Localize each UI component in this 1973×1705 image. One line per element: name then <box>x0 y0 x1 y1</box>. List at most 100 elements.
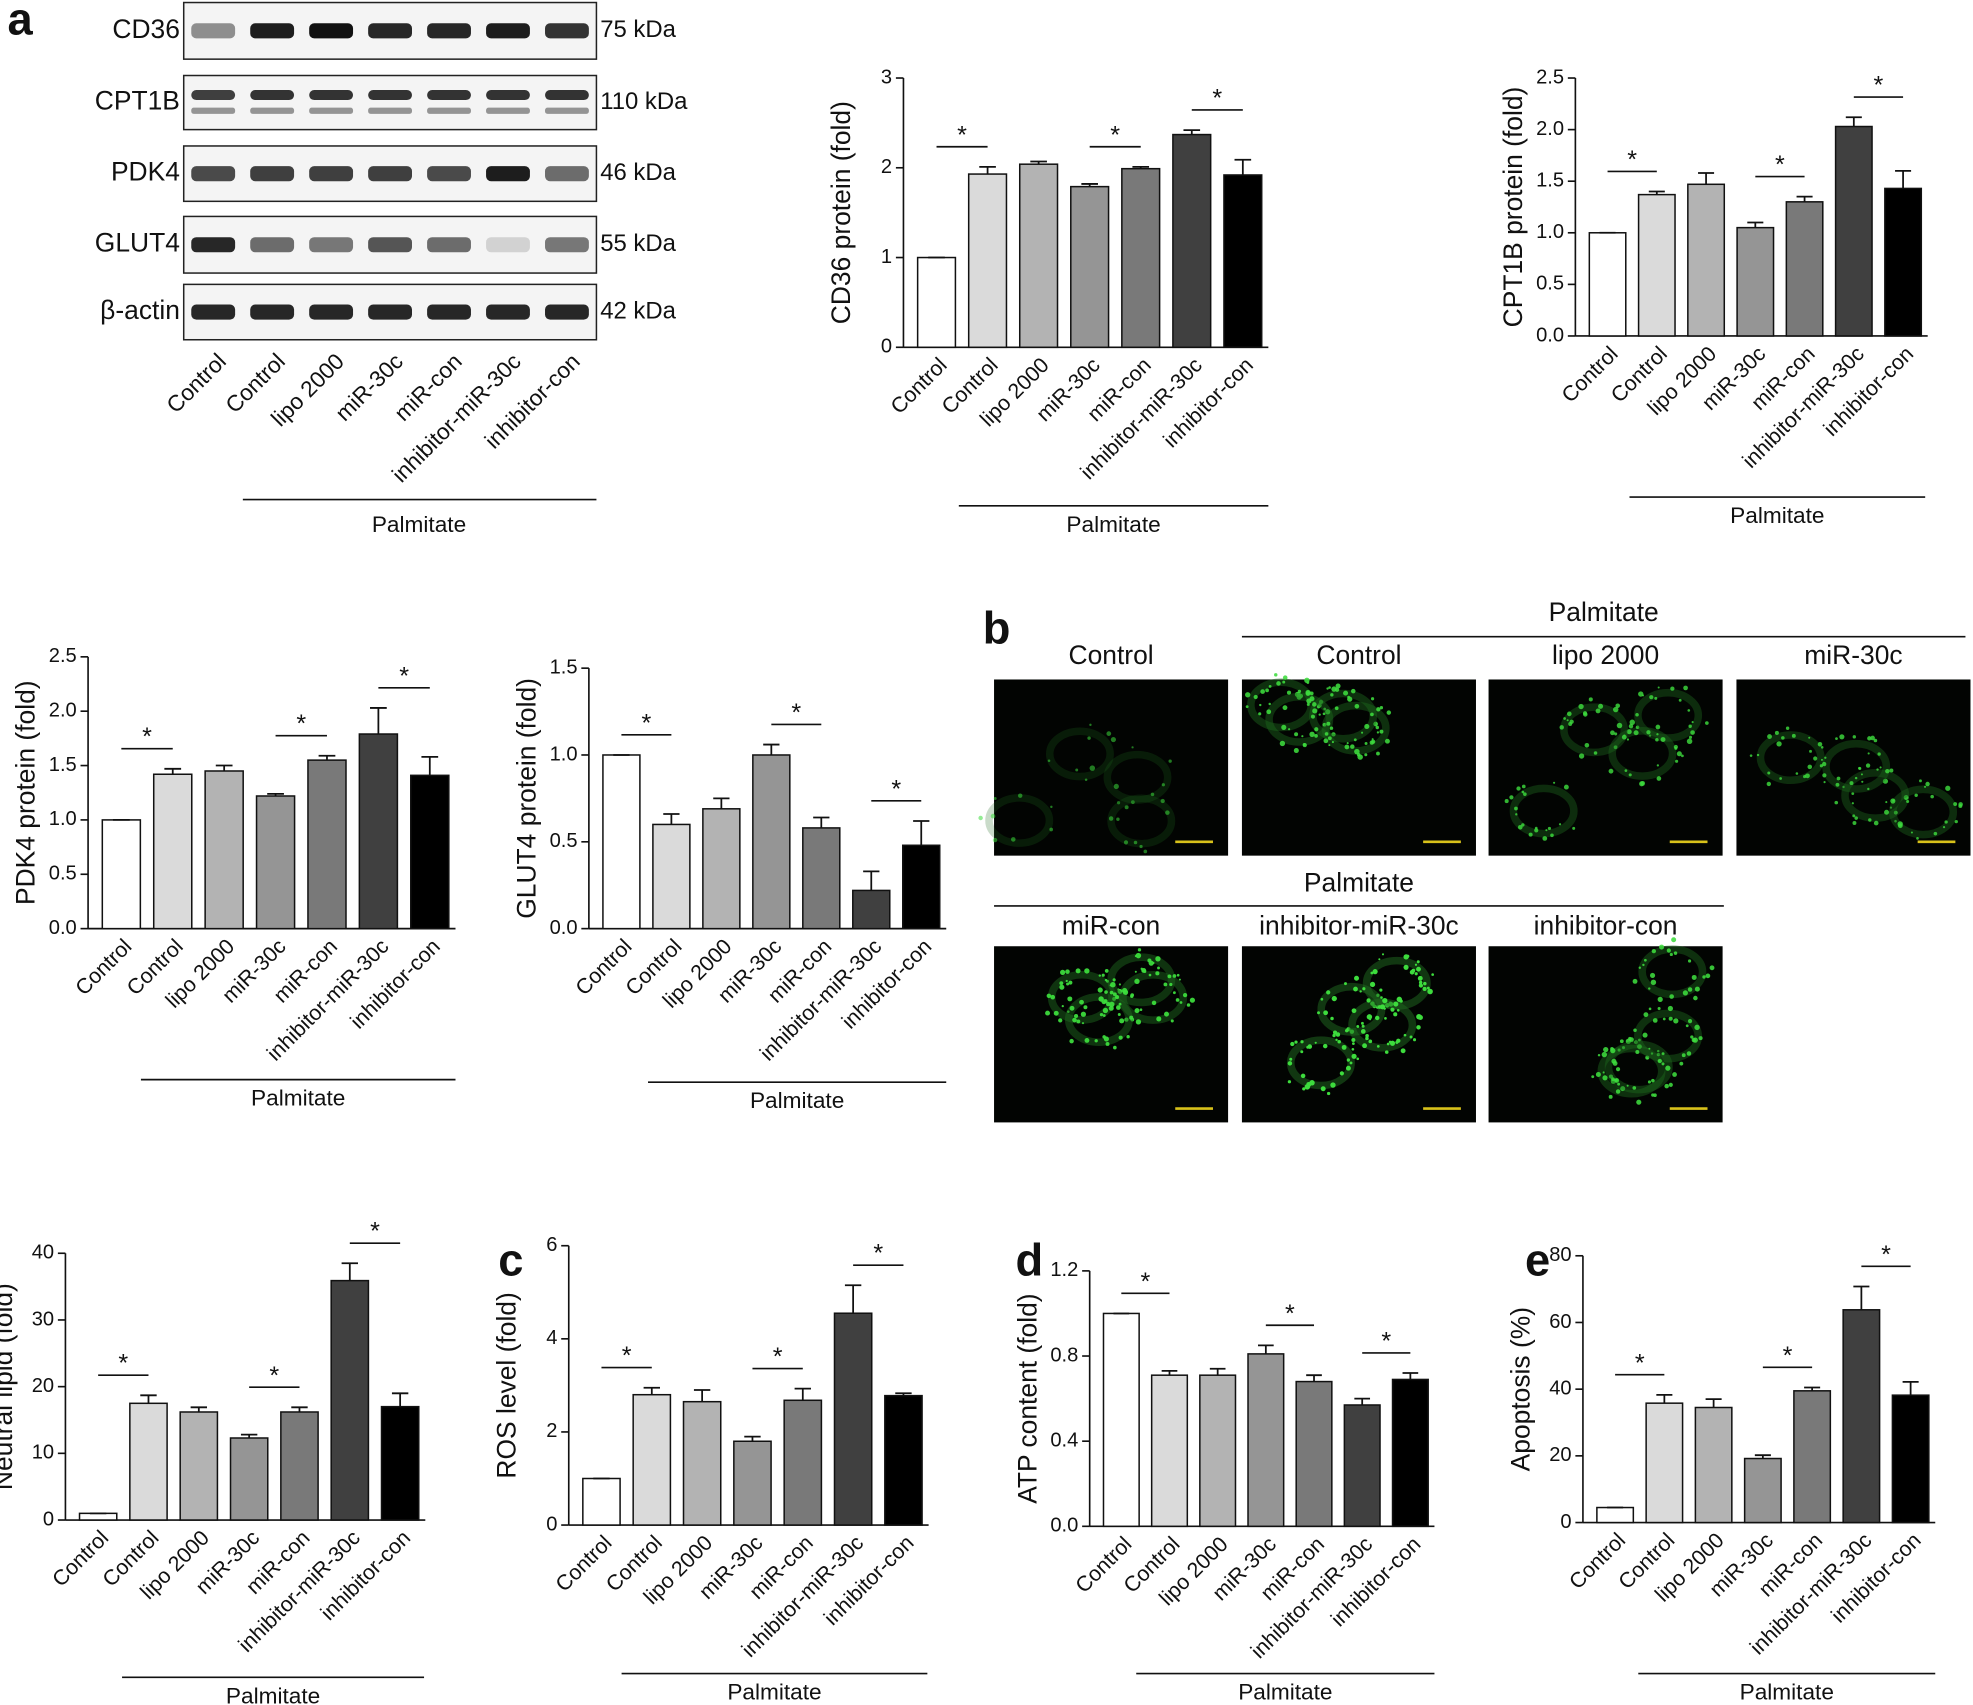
lipid-droplet <box>1112 996 1117 1001</box>
lipid-droplet <box>1945 785 1951 791</box>
lipid-droplet <box>1690 1035 1694 1039</box>
lipid-droplet <box>1364 741 1368 745</box>
lipid-droplet <box>1369 1018 1372 1021</box>
lipid-droplet <box>1791 733 1796 738</box>
bar <box>783 1399 823 1526</box>
y-tick-label: 0.0 <box>1536 324 1564 346</box>
bar <box>179 1411 219 1521</box>
lipid-droplet <box>1384 1017 1387 1020</box>
blot-band <box>486 23 530 39</box>
lipid-droplet <box>1370 697 1375 701</box>
lipid-droplet <box>1602 1075 1608 1081</box>
lipid-droplet <box>1885 768 1890 774</box>
lipid-droplet <box>1353 986 1358 992</box>
lipid-droplet <box>1053 1010 1059 1016</box>
bar <box>1596 1506 1635 1524</box>
bar <box>330 1279 370 1521</box>
lipid-droplet <box>1372 969 1378 975</box>
lipid-droplet <box>1126 1035 1130 1039</box>
error-bar <box>1804 1386 1821 1391</box>
y-tick-label: 0 <box>43 1508 54 1530</box>
lipid-droplet <box>1648 1047 1651 1050</box>
x-tick-label: Control <box>886 353 952 419</box>
lipid-droplet <box>1665 1065 1671 1071</box>
lipid-droplet <box>1617 1082 1621 1086</box>
lipid-droplet <box>1646 1057 1649 1060</box>
error-bar <box>1132 166 1150 169</box>
lipid-droplet <box>1819 764 1823 768</box>
lipid-droplet <box>1155 971 1160 976</box>
lipid-droplet <box>1309 731 1315 737</box>
bar <box>204 770 244 930</box>
lipid-droplet <box>1097 987 1103 993</box>
lipid-droplet <box>1566 719 1569 722</box>
lipid-droplet <box>1102 1014 1106 1017</box>
y-axis-label: ROS level (fold) <box>491 1292 521 1478</box>
lipid-droplet <box>1633 730 1639 736</box>
cell <box>985 794 1054 847</box>
lipid-droplet <box>1130 800 1135 805</box>
lipid-droplet <box>1365 1036 1369 1041</box>
lipid-droplet <box>1409 1035 1413 1039</box>
lipid-droplet <box>1774 730 1779 735</box>
lipid-droplet <box>1876 768 1879 771</box>
y-axis-label: ATP content (fold) <box>1012 1293 1042 1503</box>
lipid-droplet <box>1089 765 1096 771</box>
lipid-droplet <box>1805 773 1810 779</box>
significance-label: * <box>873 1240 883 1268</box>
lipid-droplet <box>1326 1091 1331 1096</box>
lipid-droplet <box>1868 818 1872 822</box>
lipid-droplet <box>1323 1010 1329 1016</box>
bar <box>652 823 691 930</box>
lipid-droplet <box>1089 723 1092 727</box>
y-tick-label: 0 <box>546 1513 557 1535</box>
lipid-droplet <box>1353 738 1357 742</box>
lipid-droplet <box>1361 1024 1365 1028</box>
lipid-droplet <box>1650 1052 1654 1055</box>
lipid-droplet <box>1867 752 1870 755</box>
lipid-droplet <box>1624 769 1628 773</box>
lipid-droplet <box>1690 730 1695 735</box>
lipid-droplet <box>1346 742 1349 745</box>
lipid-droplet <box>1101 973 1105 977</box>
lipid-droplet <box>1687 709 1691 712</box>
lipid-droplet <box>1124 805 1129 810</box>
lipid-droplet <box>1067 996 1073 1002</box>
error-bar <box>318 754 336 761</box>
blot-band <box>368 237 413 253</box>
lipid-droplet <box>1099 1012 1104 1017</box>
lipid-droplet <box>1150 792 1155 797</box>
blot-band <box>250 89 295 101</box>
lipid-droplet <box>1852 735 1856 739</box>
lipid-droplet <box>978 815 983 821</box>
lipid-droplet <box>1614 1078 1618 1082</box>
lipid-droplet <box>1393 1001 1399 1007</box>
lipid-droplet <box>1670 686 1675 691</box>
lipid-droplet <box>1326 687 1329 690</box>
bar <box>682 1400 722 1526</box>
blot-band <box>368 107 413 114</box>
lipid-droplet <box>1351 688 1356 694</box>
error-bar <box>663 813 680 825</box>
lipid-droplet <box>1673 951 1678 955</box>
lipid-droplet <box>1381 953 1385 956</box>
blot-band <box>427 89 471 101</box>
cell <box>1247 678 1316 732</box>
lipid-droplet <box>1164 1011 1169 1017</box>
lipid-droplet <box>1343 690 1349 696</box>
lipid-droplet <box>1914 793 1918 798</box>
lipid-droplet <box>1370 971 1374 975</box>
cell <box>1103 750 1172 804</box>
lipid-droplet <box>1163 982 1168 987</box>
lipid-droplet <box>1651 948 1657 954</box>
lipid-droplet <box>1115 995 1119 999</box>
lipid-droplet <box>1595 708 1601 714</box>
blot-band <box>250 107 295 114</box>
lipid-droplet <box>1274 673 1278 677</box>
lipid-droplet <box>1380 996 1383 999</box>
error-bar <box>1234 158 1252 175</box>
cell <box>1107 953 1176 1007</box>
lipid-droplet <box>1379 988 1383 992</box>
lipid-droplet <box>1614 732 1618 736</box>
lipid-droplet <box>1661 1062 1665 1066</box>
